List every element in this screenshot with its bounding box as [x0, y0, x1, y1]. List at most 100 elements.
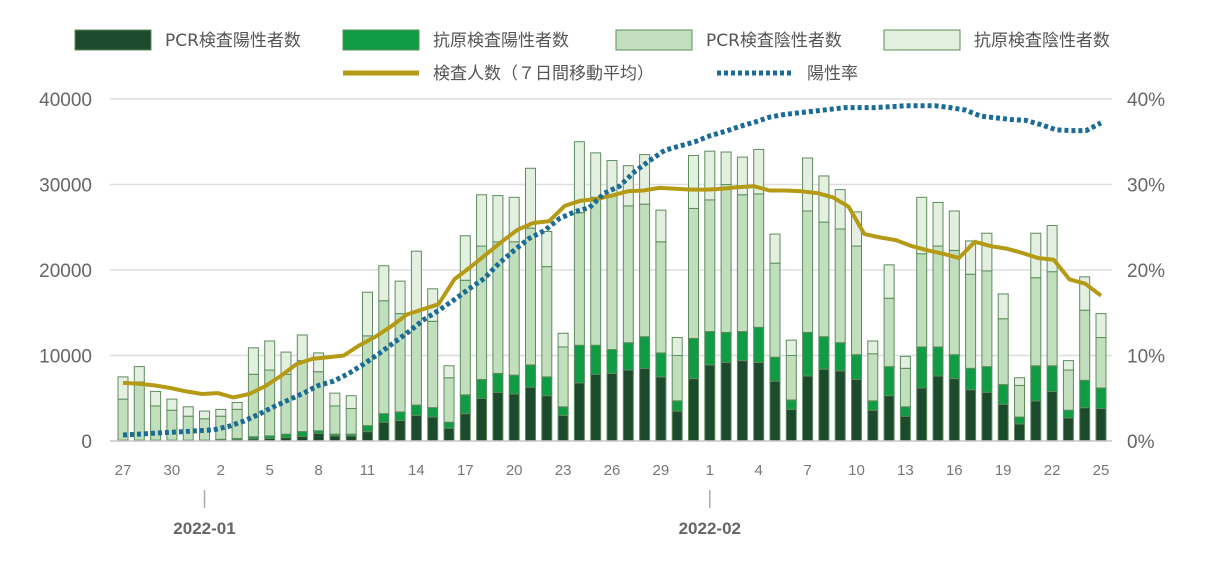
- bar-segment-ag-neg: [867, 340, 879, 355]
- chart-legend: PCR検査陽性者数 抗原検査陽性者数 PCR検査陰性者数 抗原検査陰性者数検査人数（７…: [74, 29, 1110, 84]
- bar-segment-pcr-pos: [1030, 400, 1042, 442]
- bar-segment-pcr-neg: [345, 408, 357, 435]
- bar-segment-ag-neg: [508, 196, 520, 243]
- bar-segment-pcr-pos: [476, 397, 488, 442]
- bar-segment-pcr-neg: [883, 297, 895, 368]
- bar-segment-ag-neg: [736, 156, 748, 196]
- bar-segment-ag-pos: [1095, 387, 1107, 410]
- line-series: [122, 103, 1103, 438]
- legend-item-pcr-pos[interactable]: PCR検査陽性者数: [74, 29, 301, 51]
- bar-segment-ag-neg: [785, 339, 797, 356]
- bar-segment-pcr-pos: [427, 416, 439, 442]
- bar-segment-ag-neg: [313, 352, 325, 373]
- bar-segment-pcr-pos: [622, 369, 634, 442]
- bar-segment-pcr-pos: [769, 380, 781, 442]
- bar-segment-pcr-pos: [655, 376, 667, 442]
- bar-segment-ag-neg: [753, 148, 765, 195]
- bar-segment-pcr-pos: [932, 375, 944, 442]
- bar-segment-ag-pos: [671, 400, 683, 412]
- bar-segment-ag-pos: [948, 354, 960, 380]
- bar-segment-pcr-neg: [867, 353, 879, 402]
- bar-segment-ag-pos: [753, 326, 765, 363]
- bar-segment-pcr-pos: [492, 391, 504, 442]
- bar-segment-ag-neg: [557, 332, 569, 348]
- bar-segment-ag-pos: [394, 411, 406, 421]
- bar-segment-ag-pos: [427, 407, 439, 418]
- bar-segment-pcr-pos: [899, 415, 911, 442]
- legend-swatch: [74, 29, 152, 51]
- bar-segment-ag-pos: [818, 336, 830, 370]
- y-left-tick-label: 0: [81, 432, 92, 453]
- bar-segment-ag-pos: [541, 376, 553, 397]
- bar-segment-ag-pos: [639, 336, 651, 369]
- bar-segment-pcr-neg: [443, 377, 455, 423]
- bar-segment-ag-neg: [1014, 377, 1025, 386]
- bar-segment-pcr-pos: [981, 391, 993, 442]
- chart-axes: 0 0%10000 10%20000 20%30000 30%40000 40%27 30 2…: [39, 90, 1165, 538]
- bar-segment-pcr-neg: [590, 196, 602, 346]
- bar-segment-ag-pos: [1062, 409, 1074, 419]
- bar-segment-ag-neg: [590, 152, 602, 198]
- bar-segment-pcr-neg: [948, 249, 960, 356]
- legend-swatch: [615, 29, 693, 51]
- bar-segment-pcr-pos: [785, 408, 797, 442]
- bar-segment-pcr-pos: [557, 414, 569, 442]
- bar-segment-pcr-pos: [688, 378, 699, 442]
- bar-segment-ag-neg: [639, 154, 651, 205]
- bar-segment-pcr-pos: [834, 370, 846, 442]
- bar-segment-ag-neg: [622, 165, 634, 207]
- legend-item-tested-line[interactable]: 検査人数（７日間移動平均）: [343, 64, 654, 84]
- bar-segment-pcr-neg: [622, 205, 634, 344]
- bar-segment-pcr-neg: [965, 273, 977, 369]
- bar-segment-pcr-neg: [769, 262, 781, 358]
- bar-segment-pcr-pos: [997, 403, 1009, 442]
- x-tick-label: 2: [217, 462, 225, 479]
- bar-segment-pcr-pos: [965, 389, 977, 442]
- legend-item-ag-neg[interactable]: 抗原検査陰性者数: [883, 29, 1110, 51]
- legend-item-ag-pos[interactable]: 抗原検査陽性者数: [342, 29, 569, 51]
- bar-segment-pcr-neg: [802, 210, 814, 333]
- bar-segment-ag-neg: [362, 291, 373, 337]
- bar-segment-ag-neg: [948, 210, 960, 251]
- bar-segment-ag-pos: [720, 331, 732, 363]
- bar-segment-pcr-neg: [557, 346, 569, 408]
- bar-segment-pcr-pos: [410, 414, 422, 442]
- bar-segment-ag-neg: [443, 365, 455, 379]
- bar-segment-ag-neg: [671, 337, 683, 357]
- y-right-tick-label: 10%: [1127, 347, 1165, 368]
- legend-label: PCR検査陰性者数: [706, 31, 842, 51]
- legend-item-pcr-neg[interactable]: PCR検査陰性者数: [615, 29, 842, 51]
- legend-item-rate-line[interactable]: 陽性率: [717, 64, 858, 84]
- bar-segment-ag-pos: [851, 354, 862, 380]
- bar-segment-ag-pos: [590, 344, 602, 375]
- y-right-tick-label: 30%: [1127, 176, 1165, 197]
- bar-segment-pcr-pos: [867, 409, 879, 442]
- legend-label: 陽性率: [807, 64, 858, 84]
- bar-segment-ag-pos: [573, 344, 585, 384]
- bar-segment-ag-neg: [247, 347, 259, 375]
- legend-label: PCR検査陽性者数: [165, 31, 301, 51]
- bar-segment-ag-pos: [655, 352, 667, 378]
- y-right-tick-label: 0%: [1127, 432, 1155, 453]
- bar-segment-pcr-pos: [671, 410, 683, 442]
- bar-segment-ag-pos: [443, 421, 455, 429]
- bar-segment-ag-neg: [459, 235, 471, 281]
- y-left-tick-label: 40000: [39, 90, 92, 111]
- bar-segment-pcr-pos: [916, 387, 928, 442]
- bar-segment-ag-pos: [525, 364, 536, 388]
- bar-segment-ag-neg: [997, 293, 1009, 320]
- bar-segment-ag-neg: [834, 189, 846, 230]
- bar-segment-pcr-neg: [247, 373, 259, 438]
- bar-segment-ag-pos: [899, 406, 911, 417]
- bar-segment-ag-pos: [736, 331, 748, 362]
- bar-segment-pcr-pos: [394, 419, 406, 442]
- bar-segment-pcr-pos: [802, 375, 814, 442]
- bar-segment-pcr-neg: [476, 245, 488, 380]
- legend-label: 抗原検査陰性者数: [974, 31, 1110, 51]
- bar-segment-pcr-pos: [753, 361, 765, 442]
- bar-segment-ag-pos: [557, 406, 569, 416]
- bar-segment-ag-neg: [410, 250, 422, 312]
- bar-segment-ag-pos: [280, 433, 292, 439]
- bar-segment-ag-pos: [476, 378, 488, 399]
- bar-segment-pcr-pos: [704, 364, 716, 442]
